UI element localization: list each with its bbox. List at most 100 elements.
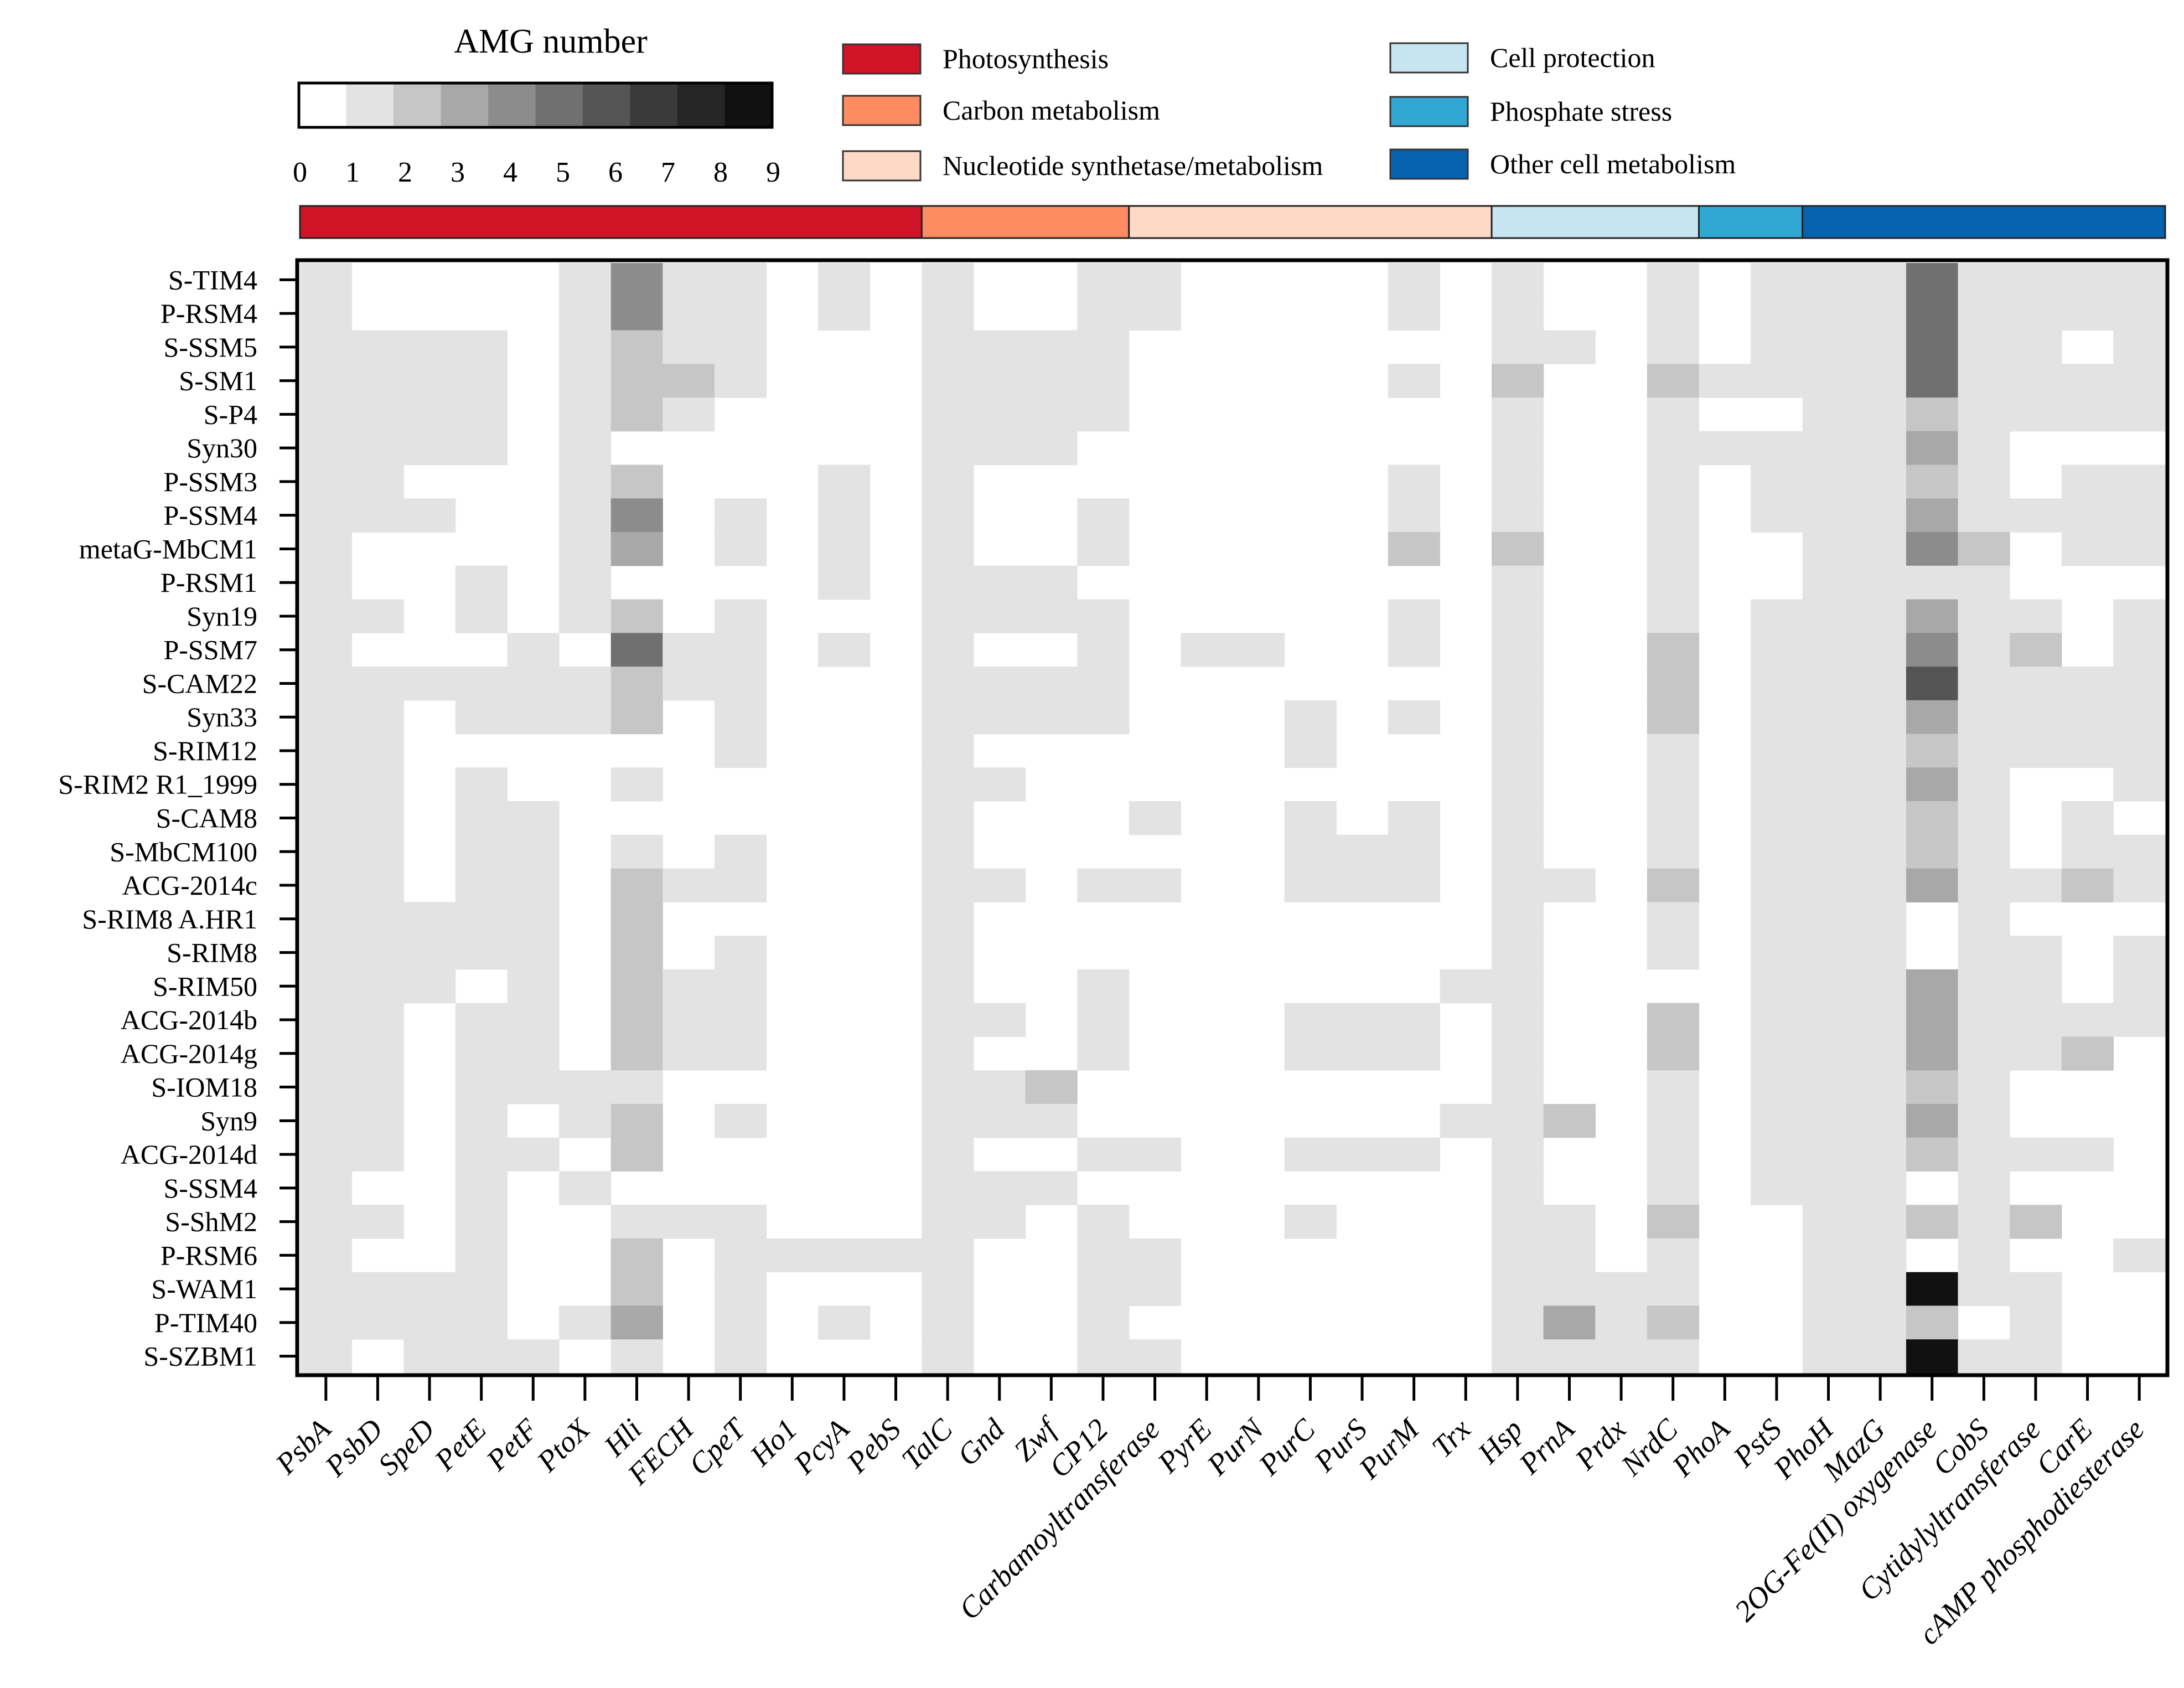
heatmap-cell — [1492, 464, 1544, 499]
heatmap-cell — [1751, 498, 1803, 533]
heatmap-cell — [610, 1036, 663, 1071]
heatmap-cell — [1958, 767, 2010, 802]
heatmap-cell — [714, 1238, 767, 1273]
heatmap-cell — [1492, 565, 1544, 600]
heatmap-cell — [2113, 498, 2166, 533]
heatmap-cell — [2061, 498, 2114, 533]
heatmap-cell — [1077, 1305, 1130, 1340]
heatmap-cell — [507, 1070, 560, 1104]
heatmap-cell — [1492, 633, 1544, 667]
heatmap-cell — [1802, 1205, 1855, 1239]
heatmap-cell — [1802, 599, 1855, 633]
heatmap-cell — [2113, 364, 2166, 398]
heatmap-cell — [1647, 1339, 1700, 1374]
heatmap-cell — [610, 398, 663, 432]
heatmap-cell — [1077, 599, 1130, 633]
heatmap-cell — [1854, 565, 1907, 600]
heatmap-cell — [507, 633, 560, 667]
heatmap-cell — [1854, 1103, 1907, 1138]
row-label: ACG-2014g — [121, 1038, 257, 1069]
heatmap-cell — [1854, 1036, 1907, 1071]
heatmap-cell — [1802, 700, 1855, 735]
heatmap-cell — [1906, 767, 1959, 802]
heatmap-cell — [1854, 532, 1907, 566]
heatmap-cell — [300, 532, 353, 566]
heatmap-cell — [1751, 700, 1803, 735]
heatmap-cell — [1958, 1036, 2010, 1071]
heatmap-cell — [1751, 1137, 1803, 1172]
heatmap-cell — [1025, 599, 1078, 633]
heatmap-cell — [1025, 398, 1078, 432]
category-bar-segment — [299, 205, 923, 239]
heatmap-cell — [455, 1036, 508, 1071]
heatmap-cell — [1854, 667, 1907, 701]
heatmap-cell — [1906, 498, 1959, 533]
heatmap-cell — [2010, 700, 2062, 735]
column-label: PsbD — [318, 1412, 389, 1483]
heatmap-cell — [1492, 599, 1544, 633]
heatmap-cell — [1492, 1272, 1544, 1307]
heatmap-cell — [1802, 1339, 1855, 1374]
heatmap-cell — [2061, 1137, 2114, 1172]
heatmap-cell — [507, 969, 560, 1004]
heatmap-cell — [1388, 464, 1441, 499]
heatmap-cell — [610, 834, 663, 869]
heatmap-cell — [1802, 296, 1855, 331]
row-label: S-SM1 — [179, 365, 257, 396]
heatmap-cell — [714, 1205, 767, 1239]
column-label: PetE — [428, 1412, 493, 1477]
column-label: PurN — [1200, 1411, 1271, 1482]
heatmap-cell — [1647, 263, 1700, 297]
heatmap-cell — [1284, 700, 1337, 735]
heatmap-cell — [1854, 431, 1907, 466]
row-label: S-RIM8 — [167, 937, 257, 968]
heatmap-cell — [922, 398, 974, 432]
heatmap-cell — [300, 902, 353, 936]
heatmap-cell — [2010, 1205, 2062, 1239]
heatmap-cell — [455, 936, 508, 970]
heatmap-cell — [1802, 330, 1855, 364]
heatmap-cell — [1854, 1339, 1907, 1374]
heatmap-cell — [2061, 700, 2114, 735]
heatmap-cell — [403, 330, 456, 364]
heatmap-cell — [1854, 834, 1907, 869]
heatmap-cell — [610, 263, 663, 297]
heatmap-cell — [922, 364, 974, 398]
heatmap-cell — [922, 1205, 974, 1239]
heatmap-cell — [610, 599, 663, 633]
heatmap-cell — [714, 868, 767, 902]
heatmap-cell — [1751, 734, 1803, 768]
heatmap-cell — [1492, 868, 1544, 902]
heatmap-cell — [1388, 1003, 1441, 1037]
colorbar-swatches — [297, 81, 774, 129]
heatmap-cell — [1233, 633, 1285, 667]
heatmap-cell — [1077, 330, 1130, 364]
heatmap-cell — [610, 936, 663, 970]
heatmap-cell — [559, 1305, 612, 1340]
heatmap-cell — [1025, 667, 1078, 701]
heatmap-cell — [1906, 667, 1959, 701]
heatmap-cell — [1751, 296, 1803, 331]
heatmap-cell — [714, 734, 767, 768]
heatmap-cell — [1492, 734, 1544, 768]
heatmap-cell — [1958, 330, 2010, 364]
heatmap-cell — [507, 801, 560, 835]
heatmap-cell — [1751, 599, 1803, 633]
heatmap-cell — [455, 1003, 508, 1037]
colorbar-swatch — [299, 83, 346, 127]
heatmap-cell — [351, 398, 404, 432]
heatmap-cell — [351, 1305, 404, 1340]
heatmap-cell — [922, 734, 974, 768]
heatmap-cell — [1284, 834, 1337, 869]
heatmap-cell — [1492, 263, 1544, 297]
heatmap-cell — [1802, 834, 1855, 869]
heatmap-cell — [1958, 1103, 2010, 1138]
heatmap-cell — [1492, 296, 1544, 331]
heatmap-cell — [1958, 667, 2010, 701]
heatmap-cell — [973, 767, 1026, 802]
heatmap-cell — [610, 868, 663, 902]
heatmap-cell — [922, 296, 974, 331]
heatmap-cells — [300, 263, 2166, 1374]
row-label: ACG-2014c — [122, 870, 257, 901]
heatmap-cell — [1751, 431, 1803, 466]
